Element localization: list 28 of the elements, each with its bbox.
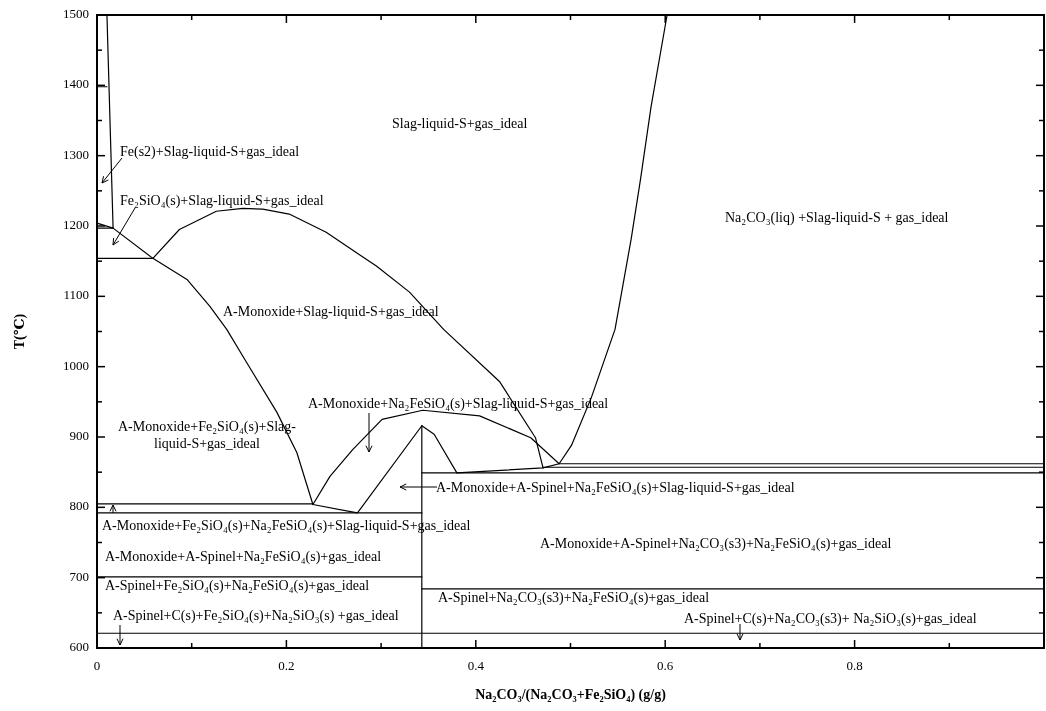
annotation: Fe₂SiO₄(s)+Slag-liquid-S+gas_ideal: [120, 193, 324, 210]
y-tick-label: 1100: [63, 287, 89, 303]
x-tick-label: 0.2: [278, 658, 295, 673]
y-tick-label: 1200: [63, 216, 89, 232]
y-axis-title: T(℃): [12, 313, 28, 350]
x-tick-label: 0.8: [846, 658, 863, 673]
annotation: A-Spinel+Fe₂SiO₄(s)+Na₂FeSiO₄(s)+gas_ideal: [105, 578, 370, 595]
annotation: A-Monoxide+A-Spinel+Na₂FeSiO₄(s)+gas_ideal: [105, 549, 382, 566]
y-tick-label: 900: [69, 427, 89, 443]
annotation: A-Spinel+Na₂CO₃(s3)+Na₂FeSiO₄(s)+gas_ideal: [438, 590, 710, 607]
annotation: A-Spinel+C(s)+Fe₂SiO₄(s)+Na₂SiO₃(s) +gas_ideal: [113, 608, 399, 625]
y-tick-label: 1500: [63, 5, 89, 21]
x-axis-title: Na₂CO₃/(Na₂CO₃+Fe₂SiO₄) (g/g): [475, 687, 667, 703]
y-tick-label: 800: [69, 498, 89, 514]
x-tick-label: 0.4: [467, 658, 485, 673]
y-tick-label: 600: [69, 638, 89, 654]
annotation: Na₂CO₃(liq) +Slag-liquid-S + gas_ideal: [725, 210, 949, 227]
y-tick-label: 1300: [63, 146, 89, 162]
annotation: A-Monoxide+A-Spinel+Na₂CO₃(s3)+Na₂FeSiO₄(s)+gas_ideal: [540, 536, 892, 553]
x-tick-label: 0: [93, 658, 101, 673]
y-tick-label: 1400: [63, 76, 89, 92]
annotation: A-Monoxide+A-Spinel+Na₂FeSiO₄(s)+Slag-liquid-S+gas_ideal: [436, 480, 795, 497]
y-tick-label: 1000: [63, 357, 89, 373]
annotation: Slag-liquid-S+gas_ideal: [392, 116, 528, 132]
annotation: Fe(s2)+Slag-liquid-S+gas_ideal: [120, 144, 300, 161]
y-tick-label: 700: [69, 568, 89, 584]
x-tick-label: 0.6: [657, 658, 674, 673]
annotation: A-Spinel+C(s)+Na₂CO₃(s3)+ Na₂SiO₃(s)+gas_ideal: [684, 611, 977, 628]
